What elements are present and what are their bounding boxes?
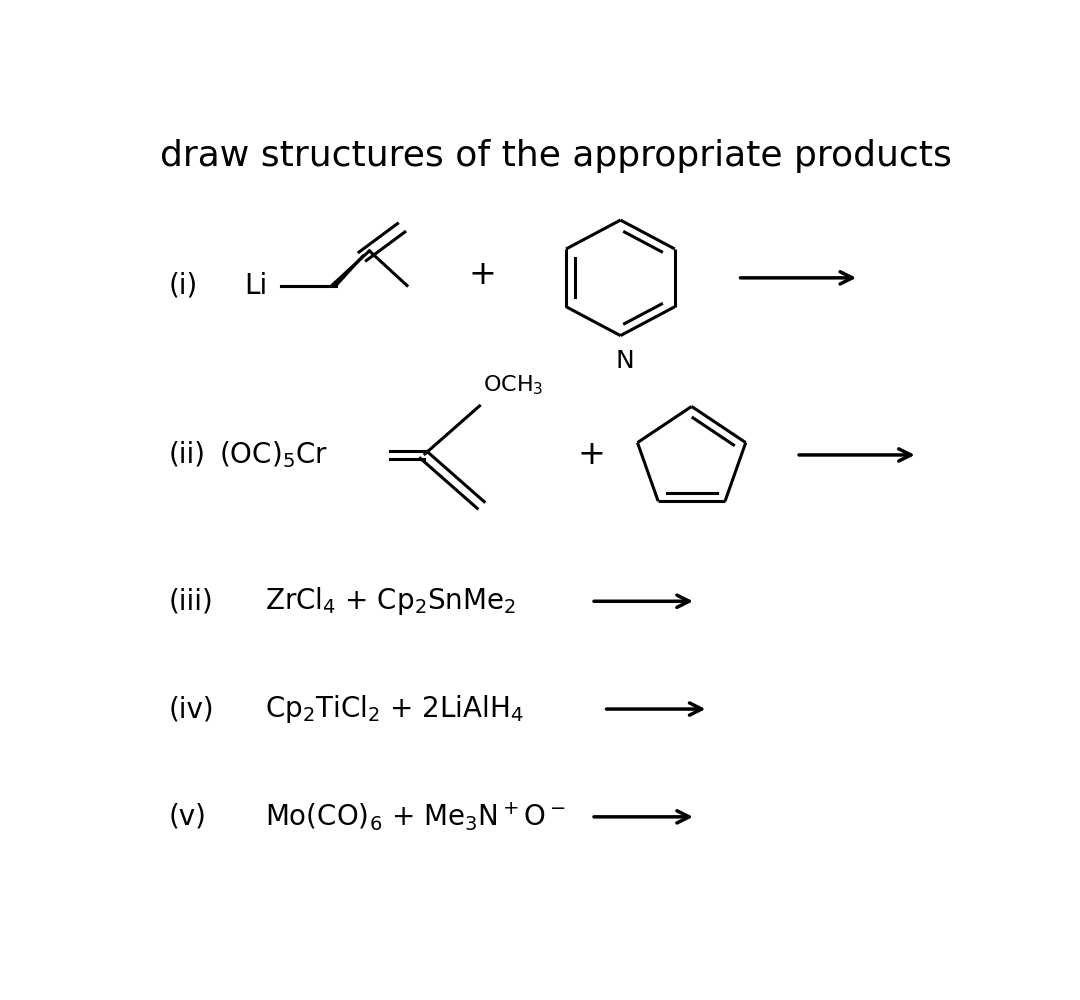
Text: Mo(CO)$_6$ + Me$_3$N$^+$O$^-$: Mo(CO)$_6$ + Me$_3$N$^+$O$^-$ — [265, 801, 565, 833]
Text: (v): (v) — [168, 803, 206, 831]
Text: draw structures of the appropriate products: draw structures of the appropriate produ… — [160, 139, 951, 173]
Text: N: N — [616, 349, 634, 373]
Text: (iii): (iii) — [168, 587, 213, 615]
Text: ZrCl$_4$ + Cp$_2$SnMe$_2$: ZrCl$_4$ + Cp$_2$SnMe$_2$ — [265, 585, 516, 617]
Text: Li: Li — [244, 272, 267, 300]
Text: (i): (i) — [168, 272, 198, 300]
Text: OCH$_3$: OCH$_3$ — [483, 374, 543, 397]
Text: (OC)$_5$Cr: (OC)$_5$Cr — [218, 440, 327, 470]
Text: +: + — [469, 257, 497, 290]
Text: (ii): (ii) — [168, 441, 205, 469]
Text: (iv): (iv) — [168, 695, 214, 723]
Text: +: + — [577, 438, 605, 471]
Text: Cp$_2$TiCl$_2$ + 2LiAlH$_4$: Cp$_2$TiCl$_2$ + 2LiAlH$_4$ — [265, 693, 523, 725]
